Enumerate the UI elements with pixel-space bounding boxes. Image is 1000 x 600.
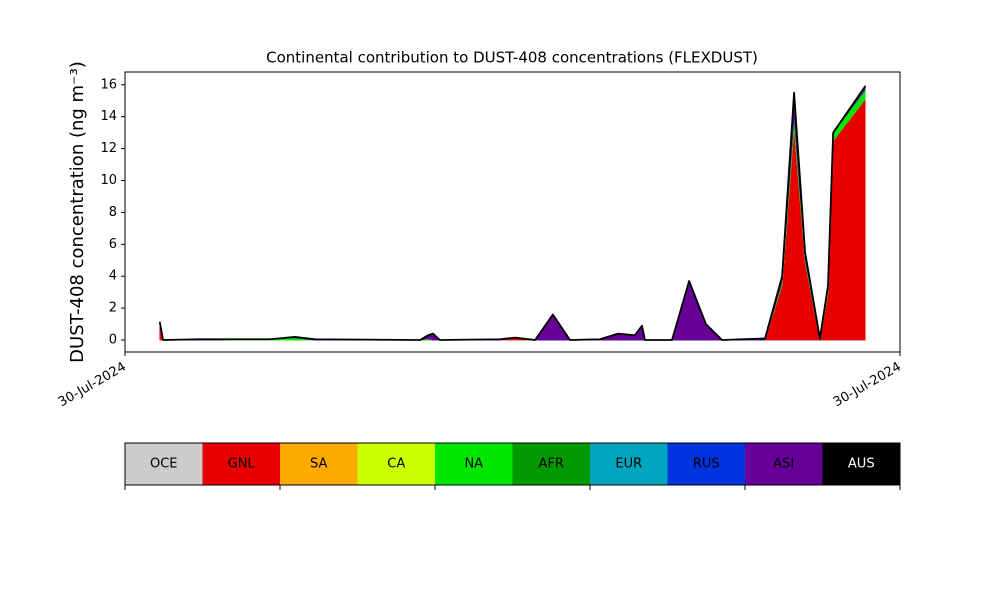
area [159,89,866,341]
legend-swatch [435,443,513,485]
legend-swatch [125,443,203,485]
x-tick-label: 30-Jul-2024 [56,360,129,411]
y-tick-label: 12 [100,141,117,156]
area [159,85,866,341]
legend-swatch [280,443,358,485]
y-tick-label: 0 [109,333,117,348]
y-tick-label: 2 [109,301,117,316]
legend-label: ASI [773,457,794,472]
x-tick-label: 30-Jul-2024 [831,360,904,411]
legend-label: EUR [615,457,642,472]
area [159,89,866,341]
y-tick-label: 14 [100,109,117,124]
legend-label: RUS [693,457,720,472]
legend-swatch [667,443,745,485]
legend-label: GNL [228,457,256,472]
area [159,98,866,341]
legend-swatch [745,443,823,485]
legend-label: AUS [848,457,875,472]
legend-label: OCE [150,457,178,472]
chart-title: Continental contribution to DUST-408 con… [266,49,758,67]
legend-swatch [822,443,900,485]
legend-swatch [512,443,590,485]
legend-label: SA [310,457,327,472]
legend-swatch [357,443,435,485]
y-tick-label: 10 [100,173,117,188]
area [159,89,866,341]
y-tick-label: 6 [109,237,117,252]
y-axis-label: DUST-408 concentration (ng m⁻³) [67,61,88,363]
legend-swatch [590,443,668,485]
y-tick-label: 16 [100,77,117,92]
legend-frame [124,442,901,486]
area [158,85,867,341]
legend-label: NA [464,457,483,472]
legend-label: CA [387,457,405,472]
area [159,98,866,341]
legend-label: AFR [539,457,564,472]
area [159,89,866,341]
y-tick-label: 4 [109,269,117,284]
legend-swatch [202,443,280,485]
area [159,98,866,341]
y-tick-label: 8 [109,205,117,220]
